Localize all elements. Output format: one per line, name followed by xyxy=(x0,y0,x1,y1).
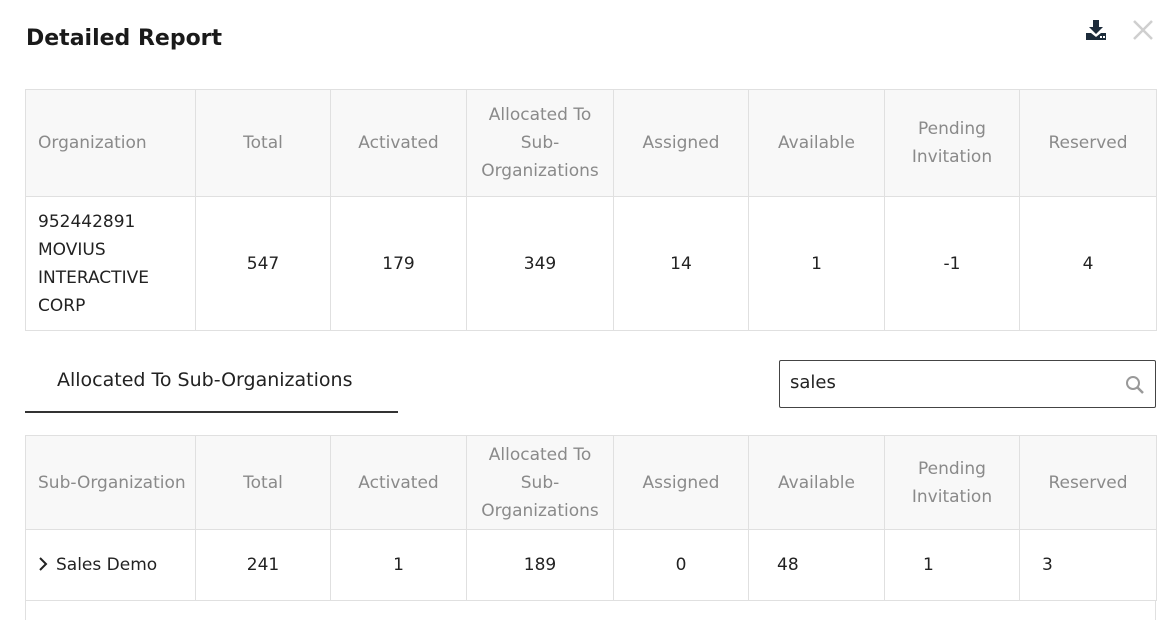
table-cell: 547 xyxy=(195,196,331,331)
table-row: 952442891 MOVIUS INTERACTIVE CORP 547 17… xyxy=(25,196,1157,331)
column-header: Organization xyxy=(25,89,196,197)
column-header: Activated xyxy=(330,435,467,530)
table-header-row: Sub-Organization Total Activated Allocat… xyxy=(25,435,1157,530)
column-header: Available xyxy=(748,89,885,197)
table-cell: 1 xyxy=(884,529,1020,601)
search-box[interactable] xyxy=(779,360,1156,408)
table-cell: 48 xyxy=(748,529,885,601)
table-cell: 179 xyxy=(330,196,467,331)
column-header: Pending Invitation xyxy=(884,435,1020,530)
column-header: Total xyxy=(195,89,331,197)
column-header: Pending Invitation xyxy=(884,89,1020,197)
column-header: Assigned xyxy=(613,89,749,197)
table-cell: 3 xyxy=(1019,529,1157,601)
table-cell: 349 xyxy=(466,196,614,331)
sub-organizations-table: Sub-Organization Total Activated Allocat… xyxy=(25,435,1157,601)
table-cell: -1 xyxy=(884,196,1020,331)
column-header: Allocated To Sub-Organizations xyxy=(466,89,614,197)
table-cell: 4 xyxy=(1019,196,1157,331)
table-row[interactable]: Sales Demo 241 1 189 0 48 1 3 xyxy=(25,529,1157,601)
page-title: Detailed Report xyxy=(26,26,223,51)
tab-label: Allocated To Sub-Organizations xyxy=(57,369,353,391)
sub-organization-cell[interactable]: Sales Demo xyxy=(25,529,196,601)
search-icon[interactable] xyxy=(1125,375,1145,395)
table-cell: 0 xyxy=(613,529,749,601)
summary-table: Organization Total Activated Allocated T… xyxy=(25,89,1157,331)
table-cell: 1 xyxy=(748,196,885,331)
sub-organization-name: Sales Demo xyxy=(56,555,158,575)
table-cell: 189 xyxy=(466,529,614,601)
column-header: Total xyxy=(195,435,331,530)
column-header: Available xyxy=(748,435,885,530)
column-header: Activated xyxy=(330,89,467,197)
column-header: Allocated To Sub-Organizations xyxy=(466,435,614,530)
column-header: Assigned xyxy=(613,435,749,530)
column-header: Reserved xyxy=(1019,435,1157,530)
tab-allocated-sub-organizations[interactable]: Allocated To Sub-Organizations xyxy=(25,363,398,413)
column-header: Sub-Organization xyxy=(25,435,196,530)
chevron-right-icon[interactable] xyxy=(38,557,48,571)
table-cell: 14 xyxy=(613,196,749,331)
close-icon[interactable] xyxy=(1132,19,1154,41)
table-header-row: Organization Total Activated Allocated T… xyxy=(25,89,1157,197)
organization-cell: 952442891 MOVIUS INTERACTIVE CORP xyxy=(25,196,196,331)
search-input[interactable] xyxy=(790,372,1110,393)
table-cell: 241 xyxy=(195,529,331,601)
download-icon[interactable] xyxy=(1085,19,1107,41)
table-cell: 1 xyxy=(330,529,467,601)
table-continuation xyxy=(25,600,1156,620)
column-header: Reserved xyxy=(1019,89,1157,197)
